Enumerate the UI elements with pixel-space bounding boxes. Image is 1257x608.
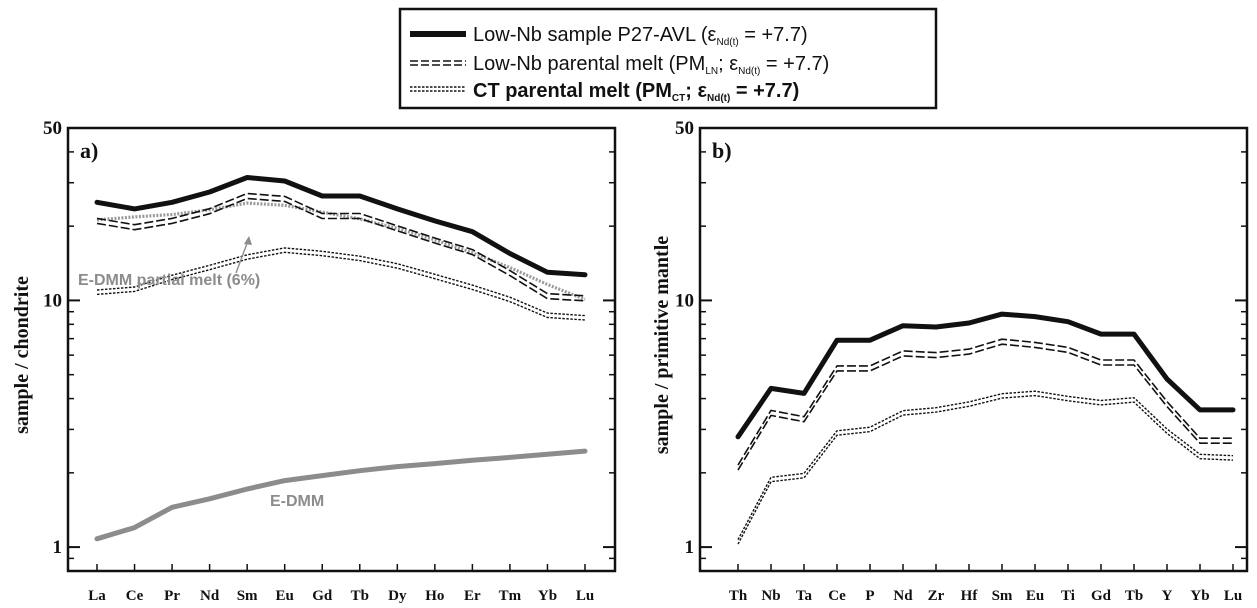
x-tick-label: Ta	[796, 588, 813, 604]
y-tick-label: 10	[675, 290, 694, 311]
x-tick-label: Yb	[1190, 588, 1209, 604]
y-tick-label: 50	[43, 118, 62, 139]
x-tick-label: Eu	[1026, 588, 1044, 604]
legend-entry-pm-ln: Low-Nb parental melt (PMLN; εNd(t) = +7.…	[410, 53, 829, 77]
x-tick-label: Ho	[425, 588, 444, 604]
x-tick-label: Zr	[928, 588, 945, 604]
edmm-melt-label: E-DMM partial melt (6%)	[78, 272, 260, 289]
edmm-melt-arrow-head	[244, 236, 252, 245]
x-tick-label: Dy	[388, 588, 407, 604]
series-line-pm_ln	[737, 338, 1233, 466]
x-tick-label: Ti	[1061, 588, 1075, 604]
x-tick-label: Nd	[893, 588, 913, 604]
x-tick-label: Gd	[312, 588, 333, 604]
panel-a-annotations: E-DMM partial melt (6%) E-DMM	[78, 236, 324, 510]
x-tick-label: Ce	[828, 588, 846, 604]
y-tick-label: 1	[685, 537, 695, 558]
y-tick-label: 50	[675, 118, 694, 139]
x-tick-label: Er	[464, 588, 481, 604]
panel-b-ylabel: sample / primitive mantle	[651, 236, 673, 454]
legend-entry-p27: Low-Nb sample P27-AVL (εNd(t) = +7.7)	[410, 24, 808, 48]
series-line-p27	[735, 311, 1236, 440]
x-tick-label: Pr	[164, 588, 180, 604]
x-tick-label: Sm	[237, 588, 258, 604]
series-line-pm_ct-b	[737, 394, 1234, 545]
panel-b-x-ticks: Th Nb Ta Ce P Nd Zr Hf Sm Eu Ti Gd Tb Y Yb Lu	[729, 564, 1242, 604]
panel-b-frame	[698, 126, 1249, 573]
series-line-pm_ln-b	[96, 197, 586, 302]
x-tick-label: Ce	[126, 588, 144, 604]
series-line-pm_ct-b	[96, 251, 586, 321]
x-tick-label: Lu	[576, 588, 594, 604]
edmm-label: E-DMM	[270, 493, 324, 510]
x-tick-label: Y	[1162, 588, 1173, 604]
legend-label-pm-ln: Low-Nb parental melt (PMLN; εNd(t) = +7.…	[473, 53, 829, 77]
legend: Low-Nb sample P27-AVL (εNd(t) = +7.7) Lo…	[398, 7, 938, 110]
panel-a: a) sample / chondrite 1 10 50 La Ce Pr Nd Sm Eu…	[11, 118, 617, 604]
x-tick-label: Eu	[276, 588, 294, 604]
panel-a-frame	[66, 126, 617, 573]
x-tick-label: Th	[729, 588, 748, 604]
x-tick-label: Nb	[761, 588, 780, 604]
x-tick-label: La	[88, 588, 106, 604]
panel-b-letter: b)	[712, 138, 732, 163]
panel-a-ylabel: sample / chondrite	[11, 276, 33, 434]
x-tick-label: Hf	[961, 588, 979, 604]
panel-b-y-ticks: 1 10 50	[675, 118, 1247, 572]
x-tick-label: Sm	[992, 588, 1013, 604]
panel-a-series	[94, 175, 588, 542]
panel-a-x-ticks: La Ce Pr Nd Sm Eu Gd Tb Dy Ho Er Tm Yb Lu	[88, 564, 594, 604]
series-line-pm_ln	[96, 192, 586, 297]
panel-a-y-ticks: 1 10 50	[43, 118, 615, 572]
series-line-pm_ln-b	[737, 343, 1233, 471]
x-tick-label: Yb	[538, 588, 557, 604]
x-tick-label: Nd	[200, 588, 220, 604]
x-tick-label: Tm	[499, 588, 522, 604]
series-line-pm_ct	[737, 390, 1234, 541]
panel-a-letter: a)	[80, 138, 98, 163]
x-tick-label: Gd	[1091, 588, 1112, 604]
x-tick-label: Lu	[1224, 588, 1242, 604]
legend-label-p27: Low-Nb sample P27-AVL (εNd(t) = +7.7)	[473, 24, 808, 48]
y-tick-label: 10	[43, 290, 62, 311]
series-line-pm_ct	[96, 247, 586, 317]
panel-b-series	[735, 311, 1236, 545]
series-line-edmm	[94, 448, 588, 542]
series-line-edmm_melt	[96, 201, 586, 301]
legend-entry-pm-ct: CT parental melt (PMCT; εNd(t) = +7.7)	[410, 80, 799, 104]
x-tick-label: P	[865, 588, 874, 604]
y-tick-label: 1	[53, 537, 63, 558]
x-tick-label: Tb	[1125, 588, 1143, 604]
legend-label-pm-ct: CT parental melt (PMCT; εNd(t) = +7.7)	[473, 80, 799, 104]
legend-box	[398, 7, 938, 110]
series-line-p27	[94, 175, 588, 278]
x-tick-label: Tb	[351, 588, 369, 604]
